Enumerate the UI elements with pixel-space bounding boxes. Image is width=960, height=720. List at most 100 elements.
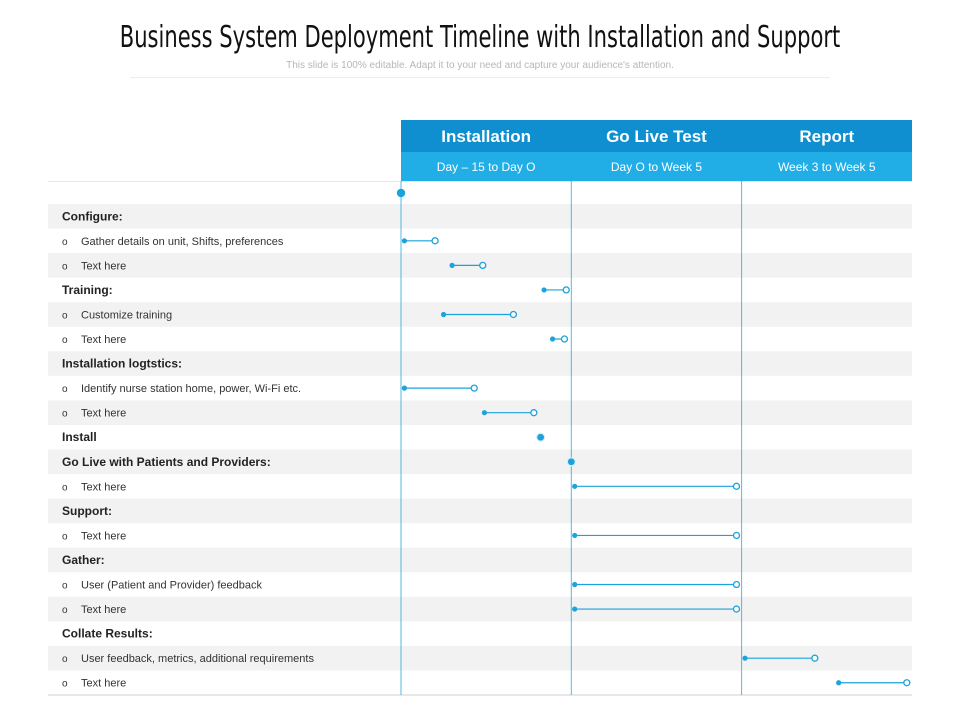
phase-range-band bbox=[401, 152, 912, 181]
milestone-dot bbox=[567, 458, 575, 466]
milestone-row: Go Live with Patients and Providers: bbox=[62, 455, 576, 469]
task-end-dot bbox=[431, 237, 439, 245]
bullet-icon: o bbox=[62, 679, 68, 690]
bullet-icon: o bbox=[62, 261, 68, 272]
task-start-dot bbox=[836, 680, 842, 686]
section-row: Collate Results: bbox=[62, 627, 153, 641]
row-background bbox=[48, 204, 912, 229]
row-background bbox=[48, 498, 912, 524]
item-row: o User feedback, metrics, additional requ… bbox=[62, 653, 819, 665]
task-end-dot bbox=[732, 605, 741, 613]
item-row: o Text here bbox=[62, 334, 569, 346]
row-background bbox=[48, 596, 912, 622]
start-marker-dot bbox=[396, 188, 406, 198]
row-label: Text here bbox=[81, 530, 126, 542]
item-row: o Text here bbox=[62, 604, 741, 616]
item-row: o Identify nurse station home, power, Wi-… bbox=[62, 383, 478, 395]
row-background bbox=[48, 449, 912, 475]
milestone-dot bbox=[537, 433, 545, 441]
section-label: Installation logtstics: bbox=[62, 357, 182, 371]
section-label: Gather: bbox=[62, 553, 105, 567]
title-divider bbox=[130, 77, 830, 78]
milestone-row: Install bbox=[62, 430, 546, 444]
phase-range-3: Week 3 to Week 5 bbox=[778, 160, 876, 174]
row-label: Text here bbox=[81, 260, 126, 272]
task-end-dot bbox=[811, 654, 819, 662]
task-end-dot bbox=[509, 310, 518, 319]
task-start-dot bbox=[401, 385, 408, 391]
task-end-dot bbox=[530, 409, 538, 417]
item-row: o Text here bbox=[62, 678, 911, 690]
bullet-icon: o bbox=[62, 409, 68, 420]
section-label: Training: bbox=[62, 283, 113, 297]
row-label: Identify nurse station home, power, Wi-F… bbox=[81, 383, 301, 395]
bullet-icon: o bbox=[62, 581, 68, 592]
section-row: Installation logtstics: bbox=[62, 357, 182, 371]
item-row: o Gather details on unit, Shifts, prefere… bbox=[62, 236, 439, 248]
row-label: User (Patient and Provider) feedback bbox=[81, 580, 262, 592]
task-end-dot bbox=[903, 679, 911, 687]
task-start-dot bbox=[572, 483, 578, 489]
task-start-dot bbox=[572, 532, 578, 539]
item-row: o Text here bbox=[62, 530, 741, 542]
bullet-icon: o bbox=[62, 310, 68, 321]
task-start-dot bbox=[481, 410, 488, 416]
section-label: Go Live with Patients and Providers: bbox=[62, 455, 271, 469]
task-start-dot bbox=[541, 287, 547, 293]
section-label: Install bbox=[62, 430, 97, 444]
bullet-icon: o bbox=[62, 605, 68, 616]
section-label: Collate Results: bbox=[62, 627, 153, 641]
bullet-icon: o bbox=[62, 335, 68, 346]
page-subtitle: This slide is 100% editable. Adapt it to… bbox=[286, 60, 674, 71]
item-row: o Text here bbox=[62, 408, 538, 420]
section-row: Support: bbox=[62, 504, 112, 518]
task-end-dot bbox=[470, 384, 478, 392]
row-background bbox=[48, 547, 912, 573]
page-title: Business System Deployment Timeline with… bbox=[119, 20, 841, 55]
bullet-icon: o bbox=[62, 237, 68, 248]
section-row: Gather: bbox=[62, 553, 105, 567]
task-start-dot bbox=[401, 238, 408, 244]
section-label: Support: bbox=[62, 504, 112, 518]
bullet-icon: o bbox=[62, 482, 68, 493]
task-end-dot bbox=[560, 335, 569, 343]
row-label: Customize training bbox=[81, 309, 172, 321]
task-end-dot bbox=[732, 580, 741, 589]
task-end-dot bbox=[479, 261, 487, 270]
bullet-icon: o bbox=[62, 531, 68, 542]
task-start-dot bbox=[572, 606, 578, 612]
item-row: o Text here bbox=[62, 481, 741, 493]
row-label: Text here bbox=[81, 481, 126, 493]
phase-header-band bbox=[401, 120, 912, 152]
phase-title-2: Go Live Test bbox=[606, 127, 707, 146]
phase-title-3: Report bbox=[799, 127, 854, 146]
row-label: Gather details on unit, Shifts, preferen… bbox=[81, 236, 284, 248]
task-start-dot bbox=[440, 311, 447, 318]
section-row: Training: bbox=[62, 283, 570, 297]
section-label: Configure: bbox=[62, 209, 123, 223]
phase-range-2: Day O to Week 5 bbox=[611, 160, 702, 174]
row-label: Text here bbox=[81, 604, 126, 616]
item-row: o Text here bbox=[62, 260, 487, 272]
task-end-dot bbox=[732, 531, 741, 540]
row-label: Text here bbox=[81, 678, 126, 690]
row-background bbox=[48, 400, 912, 425]
task-end-dot bbox=[732, 482, 741, 490]
phase-title-1: Installation bbox=[441, 127, 531, 146]
task-start-dot bbox=[742, 655, 748, 661]
item-row: o Customize training bbox=[62, 309, 518, 321]
phase-range-1: Day – 15 to Day O bbox=[437, 160, 536, 174]
task-end-dot bbox=[562, 286, 570, 294]
bullet-icon: o bbox=[62, 384, 68, 395]
bullet-icon: o bbox=[62, 654, 68, 665]
row-label: Text here bbox=[81, 408, 126, 420]
row-background bbox=[48, 351, 912, 376]
section-row: Configure: bbox=[62, 209, 123, 223]
row-label: User feedback, metrics, additional requi… bbox=[81, 653, 314, 665]
task-start-dot bbox=[572, 581, 578, 588]
row-label: Text here bbox=[81, 334, 126, 346]
task-start-dot bbox=[549, 336, 556, 342]
item-row: o User (Patient and Provider) feedback bbox=[62, 580, 741, 592]
task-start-dot bbox=[449, 262, 455, 268]
